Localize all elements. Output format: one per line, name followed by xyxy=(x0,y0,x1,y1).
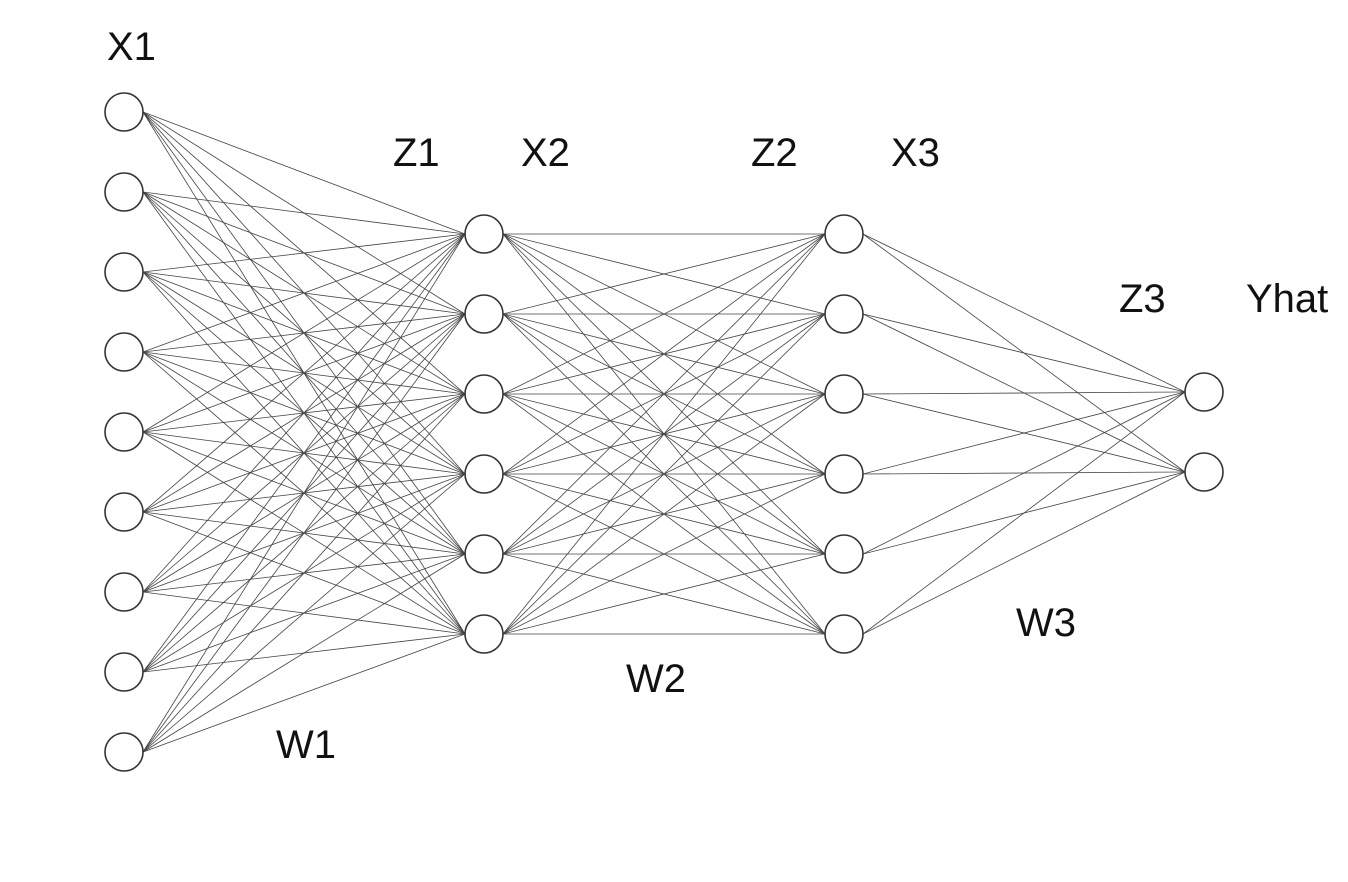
input-node-4 xyxy=(104,332,144,372)
hidden-1-node-6 xyxy=(464,614,504,654)
edge-l2-6-to-4 xyxy=(502,473,826,635)
input-node-7 xyxy=(104,572,144,612)
hidden-1-node-1 xyxy=(464,214,504,254)
input-node-2 xyxy=(104,172,144,212)
edge-l2-6-to-3 xyxy=(502,393,826,635)
hidden-1-node-5 xyxy=(464,534,504,574)
edge-l1-2-to-1 xyxy=(142,191,466,235)
edge-l1-1-to-1 xyxy=(142,111,466,235)
hidden-2-node-2 xyxy=(824,294,864,334)
edge-l1-9-to-4 xyxy=(142,473,466,753)
weight-labels: W1 W2 W3 xyxy=(276,601,1076,767)
network-nodes xyxy=(104,92,1224,772)
edge-l1-7-to-1 xyxy=(142,233,466,593)
edge-l1-5-to-1 xyxy=(142,233,466,433)
edge-l2-4-to-1 xyxy=(502,233,826,475)
label-yhat: Yhat xyxy=(1246,277,1328,321)
edge-l1-9-to-6 xyxy=(142,633,466,753)
label-z1: Z1 xyxy=(393,131,440,175)
label-z2: Z2 xyxy=(751,131,798,175)
input-node-3 xyxy=(104,252,144,292)
layer-labels: X1 Z1 X2 Z2 X3 Z3 Yhat xyxy=(107,25,1328,321)
edge-l2-6-to-2 xyxy=(502,313,826,635)
edge-l1-9-to-2 xyxy=(142,313,466,753)
edge-l1-9-to-5 xyxy=(142,553,466,753)
input-node-8 xyxy=(104,652,144,692)
edge-l2-3-to-1 xyxy=(502,233,826,395)
output-node-2 xyxy=(1184,452,1224,492)
edge-l2-6-to-5 xyxy=(502,553,826,635)
connection-edges xyxy=(142,111,1186,753)
edge-l1-6-to-1 xyxy=(142,233,466,513)
edge-l1-3-to-1 xyxy=(142,233,466,273)
input-node-9 xyxy=(104,732,144,772)
hidden-1-node-4 xyxy=(464,454,504,494)
edge-l1-8-to-1 xyxy=(142,233,466,673)
hidden-2-node-4 xyxy=(824,454,864,494)
edge-l3-2-to-1 xyxy=(862,313,1186,393)
edge-l3-6-to-2 xyxy=(862,471,1186,635)
hidden-2-node-6 xyxy=(824,614,864,654)
label-z3: Z3 xyxy=(1119,277,1166,321)
edge-l2-6-to-1 xyxy=(502,233,826,635)
edge-l2-2-to-1 xyxy=(502,233,826,315)
edge-l3-5-to-1 xyxy=(862,391,1186,555)
label-x2: X2 xyxy=(521,131,570,175)
hidden-1-node-2 xyxy=(464,294,504,334)
label-w2: W2 xyxy=(626,657,686,701)
edge-l1-9-to-3 xyxy=(142,393,466,753)
edge-l3-1-to-1 xyxy=(862,233,1186,393)
edge-l2-5-to-1 xyxy=(502,233,826,555)
output-node-1 xyxy=(1184,372,1224,412)
edge-l1-9-to-1 xyxy=(142,233,466,753)
hidden-2-node-1 xyxy=(824,214,864,254)
input-node-5 xyxy=(104,412,144,452)
hidden-2-node-5 xyxy=(824,534,864,574)
input-node-1 xyxy=(104,92,144,132)
hidden-1-node-3 xyxy=(464,374,504,414)
label-w1: W1 xyxy=(276,723,336,767)
label-x3: X3 xyxy=(891,131,940,175)
label-w3: W3 xyxy=(1016,601,1076,645)
edge-l3-3-to-1 xyxy=(862,391,1186,395)
hidden-2-node-3 xyxy=(824,374,864,414)
label-x1: X1 xyxy=(107,25,156,69)
edge-l1-4-to-1 xyxy=(142,233,466,353)
edge-l3-4-to-1 xyxy=(862,391,1186,475)
edge-l3-6-to-1 xyxy=(862,391,1186,635)
input-node-6 xyxy=(104,492,144,532)
